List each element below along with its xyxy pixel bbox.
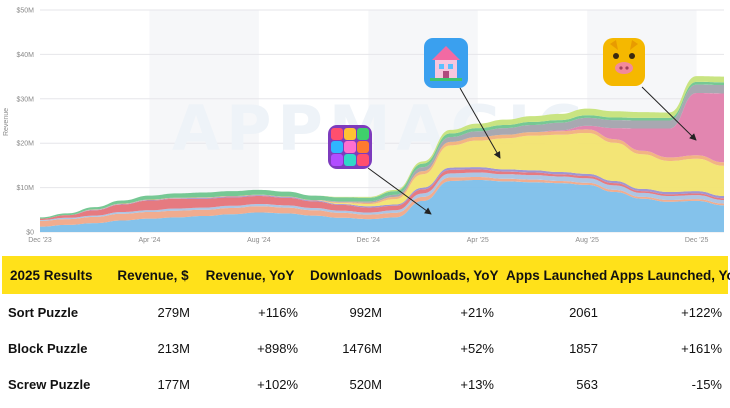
x-tick-label: Apr '25: [467, 237, 489, 244]
area-series-7: [40, 129, 724, 219]
y-axis-title: Revenue: [3, 108, 10, 136]
area-series-1: [40, 180, 724, 232]
y-tick-label: $50M: [16, 8, 34, 15]
header-apps-launched-yoy: Apps Launched, YoY: [604, 256, 730, 294]
apps-launched-cell: 563: [576, 376, 598, 392]
header-downloads-yoy: Downloads, YoY: [388, 256, 500, 294]
header-downloads: Downloads: [304, 256, 388, 294]
results-table: 2025 Results Revenue, $ Revenue, YoY Dow…: [2, 256, 730, 402]
y-tick-label: $10M: [16, 185, 34, 192]
house-app-icon: [424, 38, 468, 88]
revenue-yoy-cell: +102%: [257, 376, 298, 392]
table-row: Screw Puzzle 177M +102% 520M +13% 563 -1…: [2, 366, 728, 402]
downloads-cell: 1476M: [342, 340, 382, 356]
x-axis-ticks: Dec '23 Apr '24 Aug '24 Dec '24 Apr '25 Aug '…: [28, 237, 708, 244]
x-tick-label: Apr '24: [138, 237, 160, 244]
x-tick-label: Dec '24: [357, 237, 381, 244]
area-series-3: [40, 172, 724, 221]
header-apps-launched: Apps Launched: [500, 256, 607, 294]
annotation-arrow-1: [367, 167, 432, 215]
area-series-10: [40, 81, 724, 219]
apps-launched-yoy-cell: -15%: [691, 376, 722, 392]
y-tick-label: $0: [26, 230, 34, 237]
genre-name: Block Puzzle: [8, 340, 88, 356]
area-series-2: [40, 176, 724, 227]
revenue-chart: APPMAGIC $0 $10M $20M $30M $40M $50M Revenue …: [3, 8, 724, 244]
downloads-yoy-cell: +21%: [460, 304, 494, 320]
annotation-arrow-2: [459, 87, 501, 159]
table-row: Sort Puzzle 279M +116% 992M +21% 2061 +1…: [2, 294, 728, 330]
stacked-areas: [40, 76, 724, 232]
area-series-4: [40, 169, 724, 221]
apps-launched-yoy-cell: +161%: [681, 340, 722, 356]
x-tick-label: Dec '25: [685, 237, 709, 244]
downloads-cell: 992M: [349, 304, 382, 320]
downloads-cell: 520M: [349, 376, 382, 392]
revenue-yoy-cell: +116%: [258, 304, 298, 320]
x-tick-label: Aug '24: [247, 237, 271, 244]
annotation-arrow-3: [641, 86, 697, 141]
revenue-cell: 279M: [157, 304, 190, 320]
revenue-yoy-cell: +898%: [257, 340, 298, 356]
apps-launched-cell: 1857: [569, 340, 598, 356]
results-header-row: 2025 Results Revenue, $ Revenue, YoY Dow…: [2, 256, 730, 294]
revenue-cell: 213M: [157, 340, 190, 356]
y-tick-label: $30M: [16, 96, 34, 103]
area-series-6: [40, 132, 724, 219]
header-2025-results: 2025 Results: [2, 256, 110, 294]
x-tick-label: Dec '23: [28, 237, 52, 244]
header-revenue: Revenue, $: [110, 256, 196, 294]
piggy-app-icon: [603, 38, 645, 86]
genre-name: Sort Puzzle: [8, 304, 79, 320]
downloads-yoy-cell: +52%: [460, 340, 494, 356]
y-tick-label: $20M: [16, 141, 34, 148]
revenue-cell: 177M: [157, 376, 190, 392]
genre-name: Screw Puzzle: [8, 376, 91, 392]
colorful-blocks-app-icon: [328, 125, 372, 169]
revenue-area-chart: APPMAGIC $0$10M$20M$30M$40M$50M Revenue …: [3, 8, 724, 244]
y-tick-label: $40M: [16, 52, 34, 59]
apps-launched-yoy-cell: +122%: [681, 304, 722, 320]
y-axis-ticks: $0 $10M $20M $30M $40M $50M: [16, 8, 34, 237]
x-tick-label: Aug '25: [575, 237, 599, 244]
header-revenue-yoy: Revenue, YoY: [196, 256, 304, 294]
downloads-yoy-cell: +13%: [460, 376, 494, 392]
table-row: Block Puzzle 213M +898% 1476M +52% 1857 …: [2, 330, 728, 366]
apps-launched-cell: 2061: [569, 304, 598, 320]
